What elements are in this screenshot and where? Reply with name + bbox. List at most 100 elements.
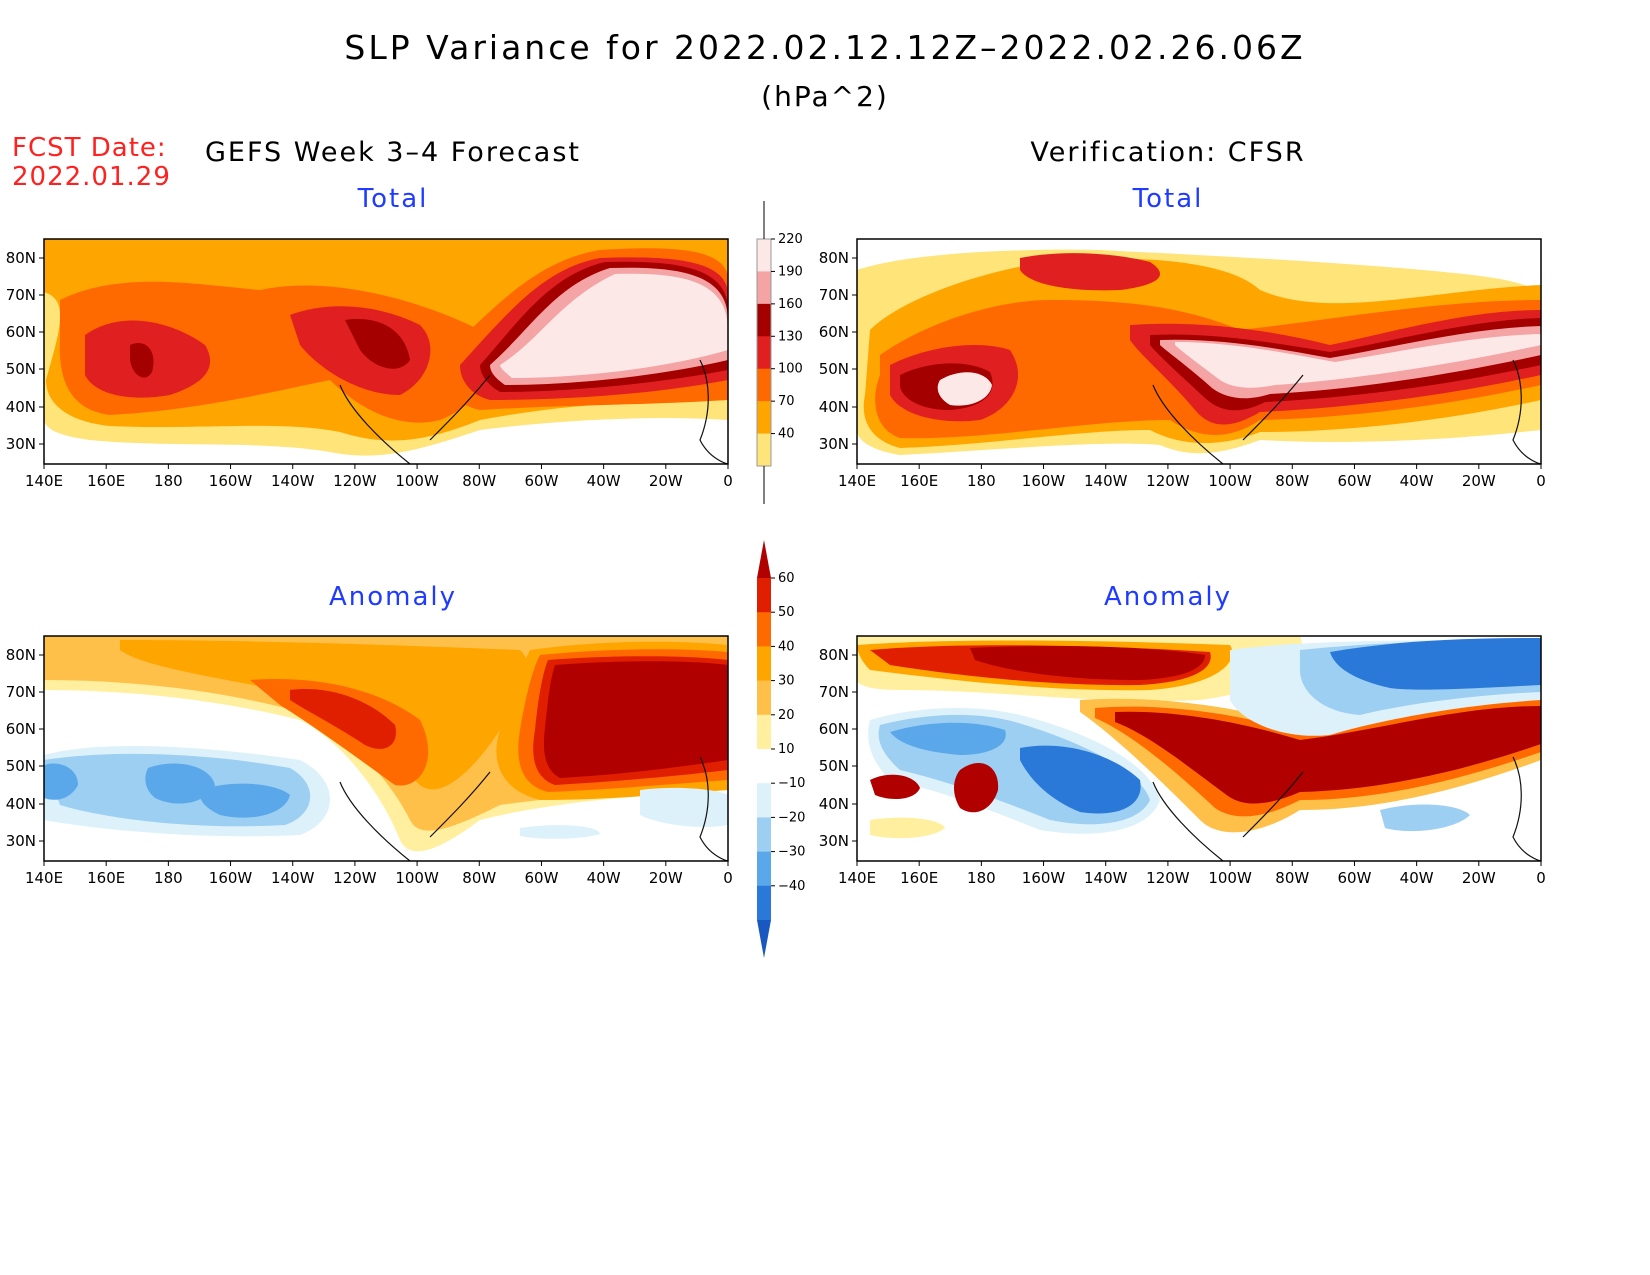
verif-anom-map — [857, 636, 1541, 861]
lat-tick-label: 60N — [6, 720, 36, 738]
fill-a60 — [970, 646, 1205, 680]
fcst-total-frame — [43, 238, 729, 465]
colorbar-label: 30 — [778, 674, 795, 689]
verif-total-frame — [856, 238, 1542, 465]
lat-tick-label: 30N — [819, 435, 849, 453]
colorbar-swatch — [757, 646, 771, 682]
fcst-anom-subtitle: Anomaly — [328, 582, 458, 612]
lat-tick-label: 60N — [6, 323, 36, 341]
fill-a10b — [870, 817, 945, 839]
lon-tick-label: 0 — [723, 869, 733, 887]
lat-tick-label: 80N — [6, 646, 36, 664]
lon-tick-label: 160W — [1022, 869, 1066, 887]
lon-tick-label: 180 — [967, 472, 996, 490]
colorbar-swatch — [757, 612, 771, 647]
lon-tick-label: 40W — [587, 472, 621, 490]
lon-tick-label: 100W — [1208, 869, 1252, 887]
verif-total-subtitle: Total — [1132, 184, 1204, 214]
lon-tick-label: 40W — [587, 869, 621, 887]
anomaly-colorbar: 60 50 40 30 20 10 −10 −20 −30 −40 — [757, 540, 805, 958]
lon-tick-label: 80W — [1275, 869, 1309, 887]
lon-tick-label: 40W — [1400, 472, 1434, 490]
total-colorbar: 220 190 160 130 100 70 40 — [756, 201, 803, 504]
lon-tick-label: 140W — [271, 472, 315, 490]
lat-tick-label: 30N — [6, 832, 36, 850]
colorbar-label: 40 — [778, 639, 795, 654]
lon-tick-label: 140E — [25, 869, 63, 887]
lon-tick-label: 0 — [723, 472, 733, 490]
lon-tick-label: 20W — [649, 869, 683, 887]
colorbar-swatch — [757, 578, 771, 613]
colorbar-arrow-top — [757, 540, 771, 578]
fill-n20c — [1380, 804, 1470, 832]
verif-anom-frame — [856, 635, 1542, 862]
colorbar-swatch — [757, 885, 771, 921]
colorbar-label: 190 — [778, 264, 803, 279]
lon-tick-label: 100W — [395, 869, 439, 887]
fcst-anom-frame — [43, 635, 729, 862]
fcst-anom-map — [44, 636, 728, 861]
fcst-date-label: FCST Date: — [12, 133, 167, 163]
colorbar-label: 20 — [778, 708, 795, 723]
colorbar-swatch — [757, 433, 771, 467]
lon-tick-label: 140E — [838, 472, 876, 490]
fill-n30c — [44, 763, 78, 800]
lon-tick-label: 180 — [967, 869, 996, 887]
lat-tick-label: 70N — [819, 683, 849, 701]
fill-a60b — [870, 774, 920, 800]
lat-tick-label: 30N — [819, 832, 849, 850]
lon-tick-label: 20W — [649, 472, 683, 490]
lat-tick-label: 80N — [819, 249, 849, 267]
fill-a60 — [1115, 706, 1541, 804]
lon-tick-label: 120W — [333, 869, 377, 887]
lat-tick-label: 40N — [819, 795, 849, 813]
lon-tick-label: 160W — [209, 472, 253, 490]
page-title: SLP Variance for 2022.02.12.12Z–2022.02.… — [344, 28, 1306, 67]
colorbar-swatch — [757, 368, 771, 402]
lon-tick-label: 60W — [524, 869, 558, 887]
fill-n30b — [199, 783, 290, 818]
lon-tick-label: 100W — [395, 472, 439, 490]
lon-tick-label: 180 — [154, 869, 183, 887]
axes-layer: 80N 70N 60N 50N 40N 30N 140E 160E 180 160W 140W 120… — [6, 249, 1546, 887]
lat-tick-label: 50N — [819, 360, 849, 378]
lon-tick-label: 160E — [87, 869, 125, 887]
colorbar-label: −40 — [778, 879, 805, 894]
lon-tick-label: 180 — [154, 472, 183, 490]
colorbar-label: 220 — [778, 232, 803, 247]
fcst-date-value: 2022.01.29 — [12, 162, 171, 192]
verif-anom-subtitle: Anomaly — [1103, 582, 1233, 612]
lat-tick-label: 50N — [6, 757, 36, 775]
fill-a40 — [250, 679, 429, 786]
colorbar-swatch — [757, 714, 771, 750]
fill-n30b — [890, 722, 1006, 755]
colorbar-label: −20 — [778, 810, 805, 825]
fill-a60 — [543, 661, 728, 778]
colorbar-swatch — [757, 303, 771, 337]
lon-tick-label: 0 — [1536, 472, 1546, 490]
fill-n40b — [1020, 745, 1141, 814]
colorbar-swatch — [757, 271, 771, 305]
colorbar-swatch — [757, 401, 771, 435]
lon-tick-label: 20W — [1462, 869, 1496, 887]
lon-tick-label: 0 — [1536, 869, 1546, 887]
fill-t220b — [937, 372, 992, 406]
lon-tick-label: 60W — [524, 472, 558, 490]
left-column-title: GEFS Week 3–4 Forecast — [204, 137, 581, 168]
lat-tick-label: 60N — [819, 720, 849, 738]
colorbar-label: 60 — [778, 571, 795, 586]
lon-tick-label: 80W — [462, 869, 496, 887]
lon-tick-label: 160E — [900, 472, 938, 490]
colorbar-label: 160 — [778, 297, 803, 312]
coastlines — [339, 359, 1541, 861]
lon-tick-label: 20W — [1462, 472, 1496, 490]
lon-tick-label: 140E — [838, 869, 876, 887]
fill-t160 — [130, 343, 154, 378]
units-label: (hPa^2) — [761, 80, 889, 113]
colorbar-swatch — [757, 336, 771, 370]
lat-tick-label: 30N — [6, 435, 36, 453]
colorbar-swatch — [757, 783, 771, 818]
lon-tick-label: 80W — [1275, 472, 1309, 490]
lat-tick-label: 40N — [6, 398, 36, 416]
lat-tick-label: 70N — [6, 683, 36, 701]
